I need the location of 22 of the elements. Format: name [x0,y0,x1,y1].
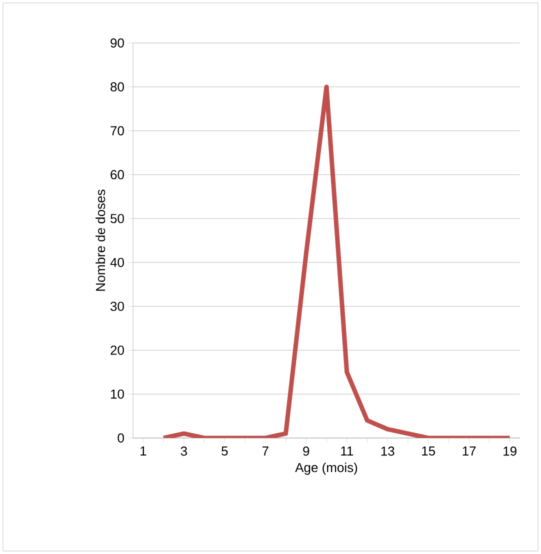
x-tick-label: 17 [462,446,476,456]
x-tick-label: 15 [422,446,436,456]
x-axis-title: Age (mois) [295,462,358,475]
y-tick-label: 30 [110,302,124,311]
y-tick-label: 80 [110,82,124,92]
x-tick-label: 11 [341,446,353,456]
x-tick-label: 13 [381,446,394,456]
y-tick-label: 40 [110,258,124,268]
y-tick-label: 20 [110,346,124,355]
x-tick-label: 5 [222,446,228,456]
y-tick-label: 10 [110,390,124,399]
y-axis-title: Nombre de doses [96,190,106,291]
x-tick-label: 1 [140,446,146,456]
y-tick-label: 60 [110,170,124,180]
y-tick-label: 0 [118,433,124,443]
y-tick-label: 50 [110,214,124,224]
y-tick-label: 70 [110,126,124,136]
y-tick-label: 90 [110,38,124,48]
x-tick-label: 7 [262,446,268,456]
x-tick-label: 9 [303,446,310,456]
x-tick-label: 3 [180,446,187,456]
x-tick-label: 19 [504,446,516,456]
